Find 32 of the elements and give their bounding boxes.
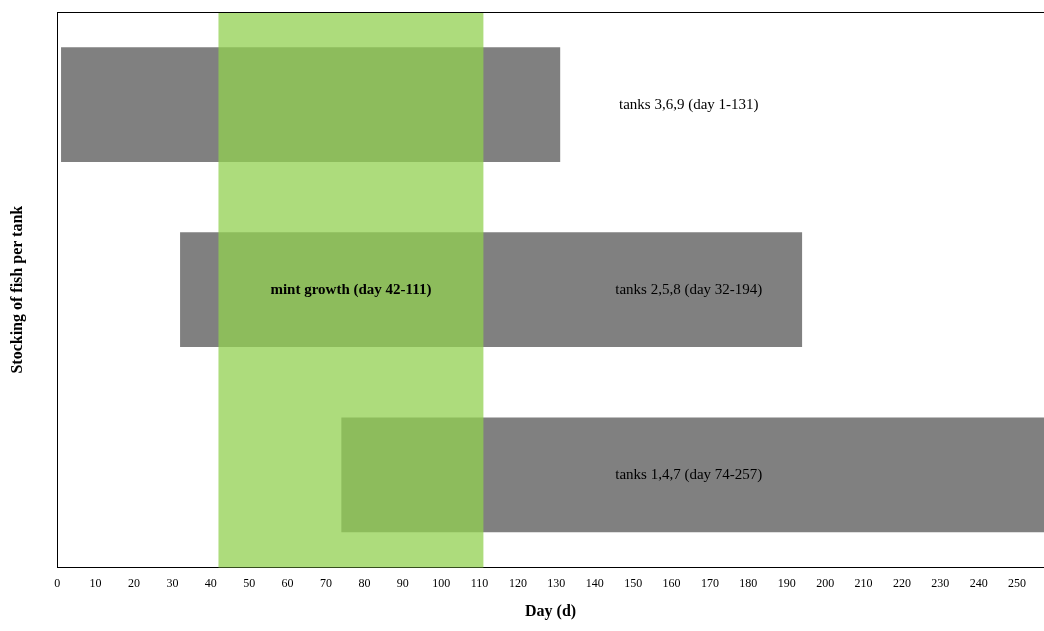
x-tick-label: 100 bbox=[432, 575, 451, 590]
x-tick-label: 140 bbox=[585, 575, 604, 590]
x-tick-label: 250 bbox=[1008, 575, 1027, 590]
x-tick-label: 200 bbox=[816, 575, 835, 590]
x-tick-label: 180 bbox=[739, 575, 758, 590]
x-tick-label: 170 bbox=[700, 575, 719, 590]
x-tick-label: 30 bbox=[166, 575, 179, 590]
x-tick-label: 160 bbox=[662, 575, 681, 590]
x-tick-label: 120 bbox=[508, 575, 527, 590]
x-tick-label: 10 bbox=[89, 575, 102, 590]
x-tick-label: 90 bbox=[396, 575, 409, 590]
band-label: mint growth (day 42-111) bbox=[270, 280, 432, 298]
x-tick-label: 80 bbox=[358, 575, 371, 590]
x-tick-label: 70 bbox=[319, 575, 332, 590]
x-tick-label: 190 bbox=[777, 575, 796, 590]
x-tick-label: 50 bbox=[243, 575, 256, 590]
x-tick-label: 210 bbox=[854, 575, 873, 590]
x-tick-label: 20 bbox=[127, 575, 140, 590]
x-tick-label: 130 bbox=[547, 575, 566, 590]
x-tick-label: 240 bbox=[969, 575, 988, 590]
x-tick-label: 110 bbox=[470, 575, 489, 590]
y-axis-title: Stocking of fish per tank bbox=[7, 205, 26, 374]
x-tick-label: 220 bbox=[892, 575, 911, 590]
data-label: tanks 1,4,7 (day 74-257) bbox=[615, 465, 763, 483]
data-label: tanks 2,5,8 (day 32-194) bbox=[615, 280, 763, 298]
x-axis-title: Day (d) bbox=[525, 601, 577, 620]
x-tick-label: 0 bbox=[54, 575, 61, 590]
x-tick-label: 60 bbox=[281, 575, 294, 590]
x-tick-label: 150 bbox=[624, 575, 643, 590]
data-label: tanks 3,6,9 (day 1-131) bbox=[618, 95, 759, 113]
x-tick-label: 230 bbox=[931, 575, 950, 590]
x-tick-label: 40 bbox=[204, 575, 217, 590]
